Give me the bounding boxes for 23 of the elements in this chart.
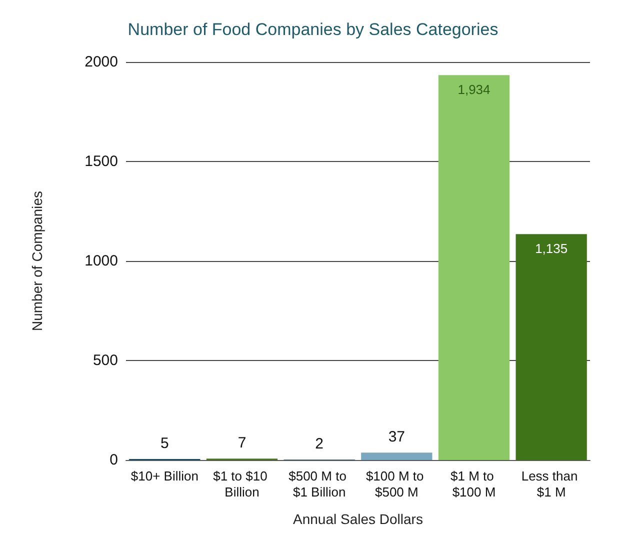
data-label: 37 — [388, 428, 406, 446]
y-axis-title: Number of Companies — [29, 190, 45, 332]
x-tick-label: $10+ Billion — [130, 468, 198, 484]
bar — [438, 75, 510, 460]
data-label: 1,135 — [535, 241, 568, 256]
chart-title: Number of Food Companies by Sales Categories — [128, 20, 498, 39]
y-tick-label: 2000 — [84, 54, 118, 70]
data-label: 2 — [315, 436, 324, 453]
x-tick-label: $500 M to $1 Billion — [288, 468, 350, 500]
y-tick-label: 500 — [92, 352, 118, 369]
data-label: 5 — [160, 435, 169, 452]
y-tick-label: 0 — [110, 452, 118, 468]
bar — [516, 234, 587, 460]
data-label: 7 — [238, 434, 246, 452]
y-tick-label: 1000 — [84, 252, 118, 270]
x-axis-title: Annual Sales Dollars — [293, 511, 423, 527]
y-tick-label: 1500 — [84, 153, 118, 170]
x-tick-label: $1 to $10 Billion — [213, 468, 271, 500]
x-tick-label: Less than $1 M — [521, 468, 582, 500]
data-label: 1,934 — [458, 82, 490, 98]
bar — [361, 452, 432, 460]
x-tick-label: $100 M to $500 M — [366, 468, 428, 500]
x-tick-label: $1 M to $100 M — [450, 468, 498, 500]
